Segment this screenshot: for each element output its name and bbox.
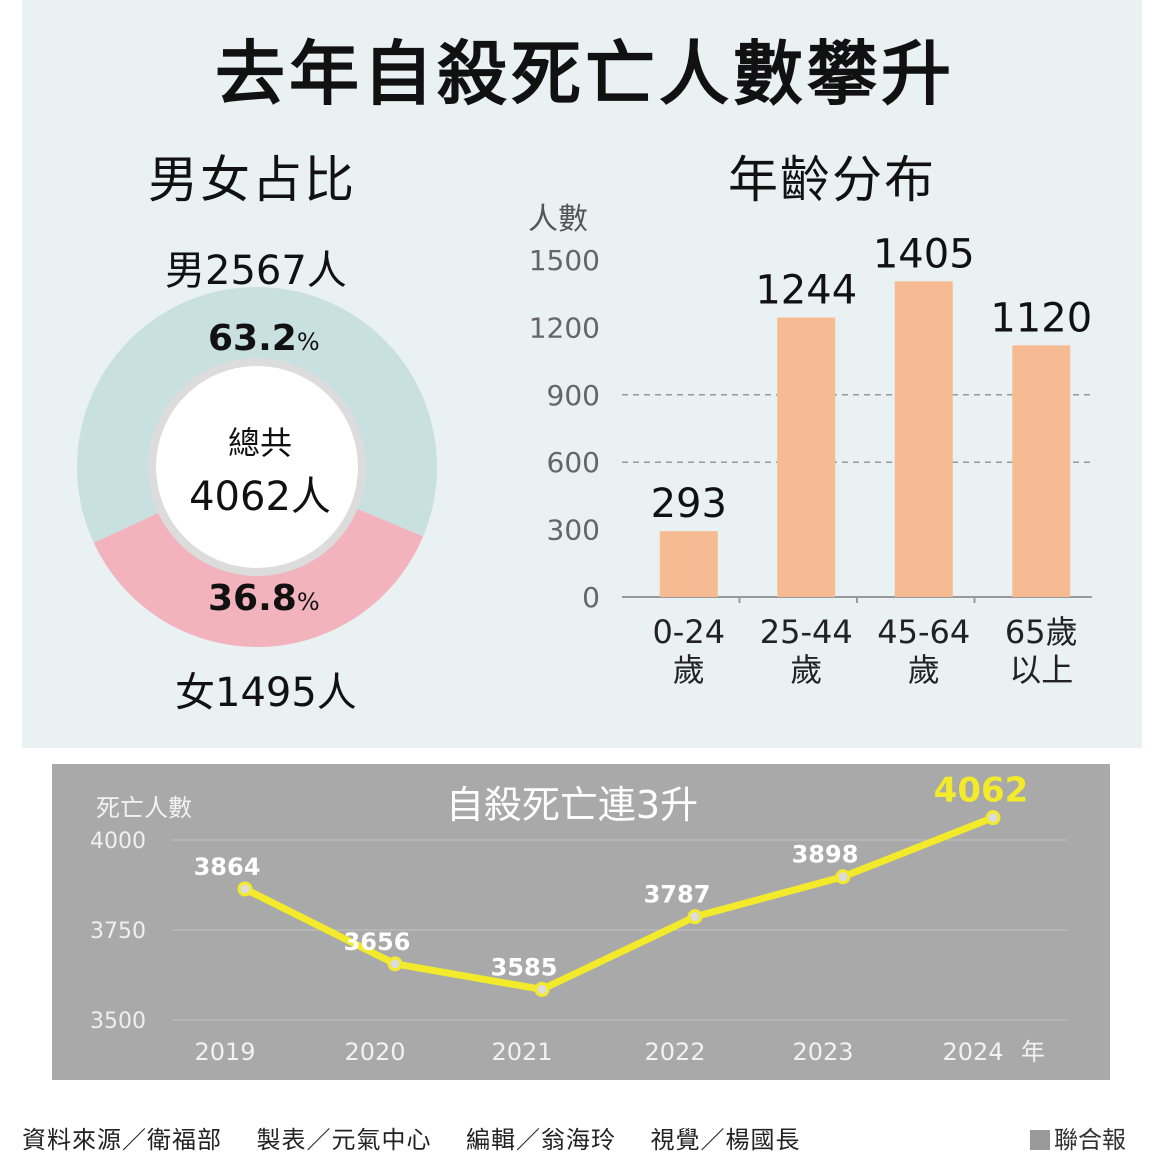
line-series: [241, 814, 997, 993]
bar-y-tick-label: 900: [547, 379, 600, 412]
line-value-label: 3656: [344, 928, 411, 956]
bar-y-unit: 人數: [528, 202, 588, 237]
line-y-unit: 死亡人數: [96, 794, 192, 822]
bar-category-label: 歲: [908, 651, 940, 689]
line-point: [534, 981, 550, 997]
editor-credit: 編輯／翁海玲: [466, 1126, 617, 1154]
donut-hole-shadow: [148, 358, 366, 576]
line-x-tick-label: 2020: [344, 1038, 405, 1066]
line-x-tick-label: 2024: [942, 1038, 1003, 1066]
line-value-label: 3898: [792, 841, 859, 869]
line-point: [835, 869, 851, 885]
visual-credit: 視覺／楊國長: [650, 1126, 801, 1154]
bar: [1012, 345, 1071, 597]
line-x-unit: 年: [1021, 1038, 1045, 1066]
bar: [777, 317, 836, 597]
line-x-tick-label: 2022: [644, 1038, 705, 1066]
bar-value-label: 1405: [873, 231, 975, 277]
table-credit: 製表／元氣中心: [256, 1126, 432, 1154]
line-point: [687, 909, 703, 925]
bar-category-label: 以上: [1009, 651, 1073, 689]
donut-center-label: 總共: [227, 424, 292, 462]
bar: [659, 531, 718, 597]
line-x-tick-label: 2021: [491, 1038, 552, 1066]
bar-value-label: 293: [651, 481, 727, 527]
bar-y-tick-label: 600: [547, 446, 600, 479]
female-percent: 36.8%: [208, 578, 320, 619]
male-count-label: 男2567人: [165, 248, 347, 294]
line-value-label: 3585: [491, 953, 558, 981]
line-y-tick-label: 4000: [90, 829, 146, 854]
bar-y-tick-label: 0: [582, 581, 600, 614]
line-chart-title: 自殺死亡連3升: [446, 783, 698, 827]
donut-slice-female: [93, 507, 424, 647]
age-bar-chart: 人數0300600900120015002930-24歲124425-44歲14…: [528, 202, 1092, 689]
bar-category-label: 歲: [790, 651, 822, 689]
bar-category-label: 65歲: [1005, 613, 1078, 651]
donut-center-value: 4062人: [189, 474, 331, 520]
credits: 資料來源／衛福部 製表／元氣中心 編輯／翁海玲 視覺／楊國長: [22, 1120, 801, 1155]
brand-square-icon: [1030, 1130, 1050, 1150]
gender-section-title: 男女占比: [148, 151, 356, 209]
bar: [894, 281, 953, 597]
line-point: [237, 881, 253, 897]
line-value-label: 4062: [934, 771, 1029, 811]
line-y-tick-label: 3500: [90, 1009, 146, 1034]
donut-hole: [152, 362, 362, 572]
line-x-tick-label: 2019: [194, 1038, 255, 1066]
line-chart-panel: [52, 764, 1110, 1080]
bar-category-label: 45-64: [877, 613, 970, 651]
female-count-label: 女1495人: [175, 670, 357, 716]
bar-y-tick-label: 1200: [529, 311, 600, 344]
line-value-label: 3787: [644, 881, 711, 909]
line-point: [985, 810, 1001, 826]
bar-y-tick-label: 300: [547, 514, 600, 547]
gender-donut-chart: [77, 287, 437, 647]
line-value-label: 3864: [194, 853, 261, 881]
age-section-title: 年齡分布: [728, 151, 936, 209]
male-percent: 63.2%: [208, 318, 320, 359]
donut-slice-male: [77, 287, 437, 543]
source-credit: 資料來源／衛福部: [22, 1126, 222, 1154]
bar-value-label: 1244: [755, 268, 857, 314]
bar-category-label: 歲: [673, 651, 705, 689]
brand-logo: 聯合報: [1030, 1120, 1126, 1155]
bar-category-label: 0-24: [652, 613, 725, 651]
bar-value-label: 1120: [990, 295, 1092, 341]
bar-y-tick-label: 1500: [529, 244, 600, 277]
line-y-tick-label: 3750: [90, 919, 146, 944]
trend-line-chart: 死亡人數 自殺死亡連3升 3500 3750 4000 3864 2019 3656 2020 3…: [90, 771, 1067, 1066]
line-point: [387, 956, 403, 972]
line-x-tick-label: 2023: [792, 1038, 853, 1066]
main-title: 去年自殺死亡人數攀升: [215, 33, 955, 115]
bar-category-label: 25-44: [760, 613, 853, 651]
